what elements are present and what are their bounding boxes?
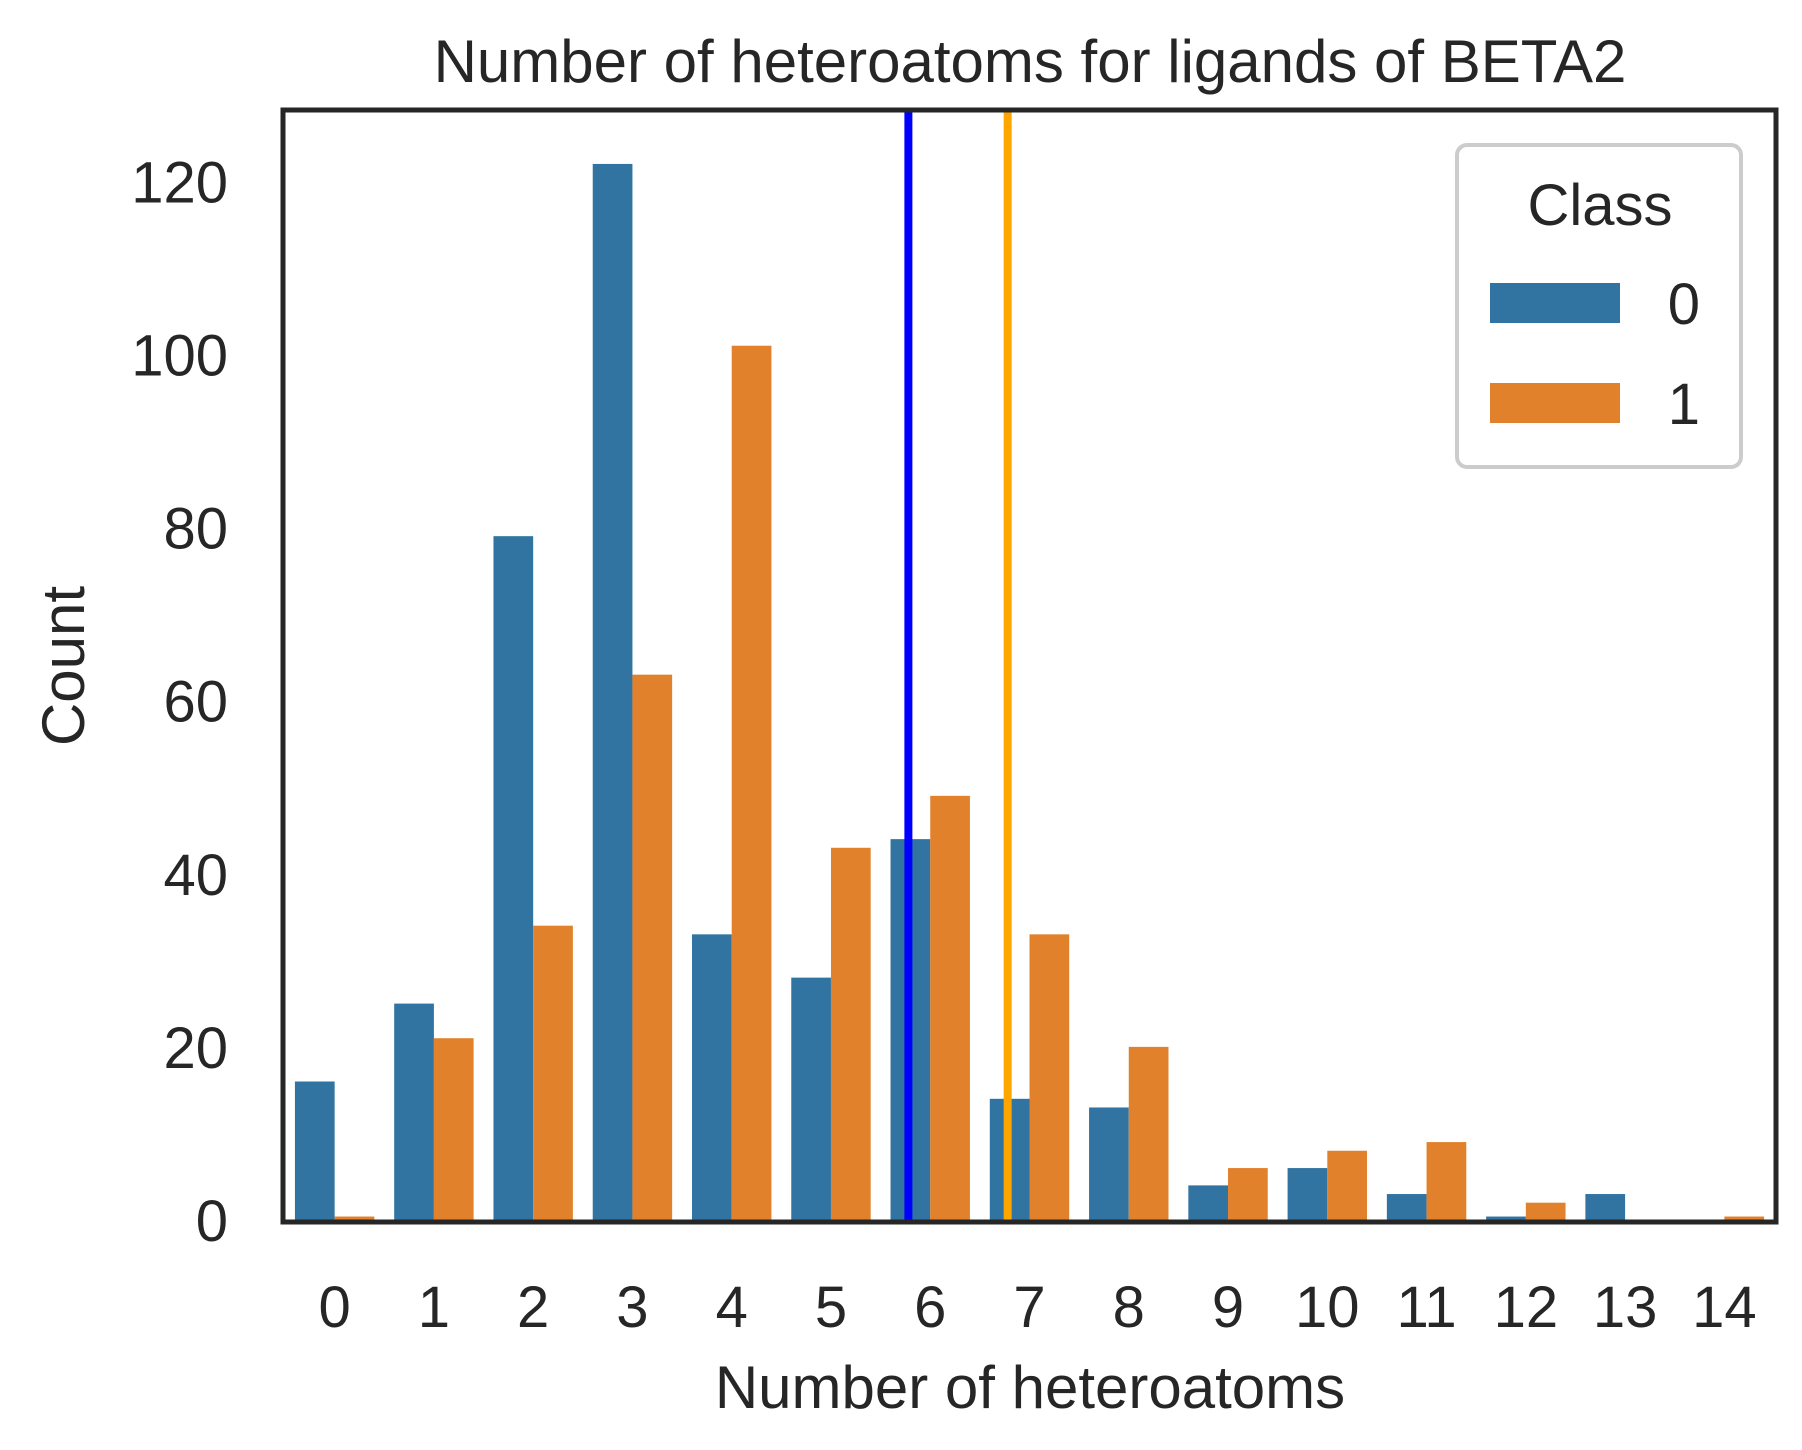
- bar-class-0-2: [493, 536, 534, 1220]
- x-tick-label: 13: [1593, 1275, 1658, 1340]
- x-tick-labels: 0 1 2 3 4 5 6 7 8 9 10 11 12 13 14: [318, 1275, 1756, 1340]
- x-tick-label: 8: [1113, 1275, 1145, 1340]
- legend-swatch-class-0: [1490, 283, 1620, 323]
- y-tick-label: 120: [131, 150, 228, 215]
- x-axis-label: Number of heteroatoms: [715, 1354, 1345, 1421]
- bar-class-1-3: [632, 674, 673, 1220]
- bar-class-1-2: [533, 925, 573, 1220]
- bar-class-1-8: [1128, 1046, 1169, 1221]
- legend-label-class-0: 0: [1668, 272, 1700, 337]
- legend-items: 01: [1490, 272, 1700, 437]
- x-tick-label: 1: [418, 1275, 450, 1340]
- plot-frame: [280, 107, 1779, 1225]
- x-tick-label: 4: [716, 1275, 748, 1340]
- legend: Class 01: [1455, 143, 1743, 469]
- bar-class-0-8: [1089, 1107, 1129, 1220]
- bar-class-1-5: [830, 847, 871, 1220]
- bar-class-1-7: [1029, 934, 1070, 1220]
- bar-class-1-6: [930, 795, 970, 1220]
- bar-class-0-9: [1188, 1185, 1229, 1221]
- y-tick-label: 40: [163, 843, 228, 908]
- bar-class-1-10: [1327, 1150, 1368, 1220]
- bar-class-0-10: [1287, 1168, 1328, 1220]
- x-tick-label: 0: [318, 1275, 350, 1340]
- reference-lines: [904, 112, 1012, 1220]
- bar-class-1-9: [1228, 1168, 1268, 1220]
- x-tick-label: 3: [616, 1275, 648, 1340]
- bar-class-0-3: [592, 163, 633, 1221]
- x-tick-label: 11: [1396, 1275, 1456, 1340]
- x-tick-label: 12: [1494, 1275, 1559, 1340]
- x-tick-label: 14: [1692, 1275, 1757, 1340]
- bar-class-0-13: [1585, 1194, 1626, 1220]
- x-tick-label: 2: [517, 1275, 549, 1340]
- y-tick-label: 0: [196, 1189, 228, 1254]
- bar-class-1-12: [1525, 1202, 1566, 1220]
- y-tick-labels: 0 20 40 60 80 100 120: [131, 150, 228, 1254]
- bar-class-0-4: [691, 934, 732, 1220]
- legend-title: Class: [1527, 173, 1672, 238]
- y-axis-label: Count: [30, 586, 97, 746]
- x-tick-label: 5: [815, 1275, 847, 1340]
- chart-title: Number of heteroatoms for ligands of BET…: [434, 28, 1627, 95]
- legend-label-class-1: 1: [1668, 372, 1700, 437]
- y-tick-label: 60: [163, 670, 228, 735]
- x-tick-label: 10: [1295, 1275, 1360, 1340]
- bar-class-0-0: [294, 1081, 335, 1220]
- bar-class-0-1: [394, 1003, 434, 1220]
- y-tick-label: 20: [163, 1016, 228, 1081]
- bar-class-0-11: [1386, 1194, 1427, 1220]
- legend-swatch-class-1: [1490, 383, 1620, 423]
- bar-class-1-0: [334, 1216, 375, 1220]
- bar-class-0-12: [1486, 1216, 1526, 1220]
- bar-class-0-5: [791, 977, 831, 1221]
- x-tick-label: 9: [1212, 1275, 1244, 1340]
- y-tick-label: 100: [131, 323, 228, 388]
- bar-class-1-11: [1426, 1142, 1467, 1220]
- x-tick-label: 6: [914, 1275, 946, 1340]
- bar-class-1-14: [1724, 1216, 1765, 1220]
- y-tick-label: 80: [163, 497, 228, 562]
- bar-class-1-1: [433, 1038, 474, 1220]
- x-tick-label: 7: [1013, 1275, 1045, 1340]
- bar-class-1-4: [731, 345, 772, 1221]
